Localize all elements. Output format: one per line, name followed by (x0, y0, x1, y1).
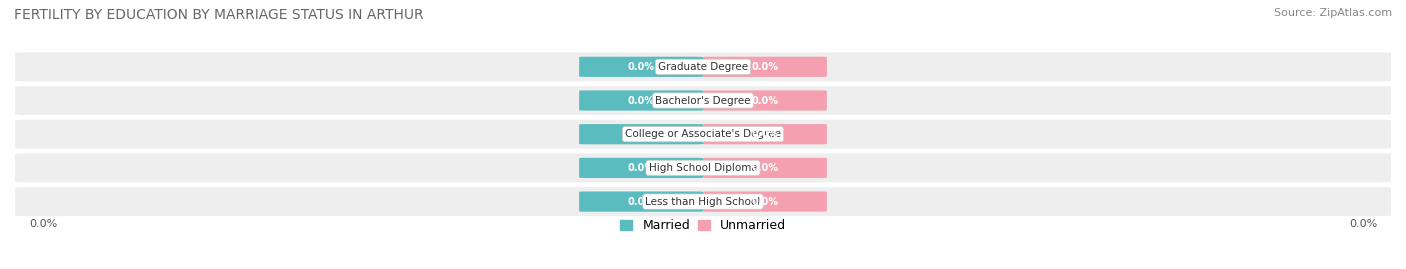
FancyBboxPatch shape (703, 57, 827, 77)
FancyBboxPatch shape (15, 120, 1391, 149)
Text: 0.0%: 0.0% (751, 163, 779, 173)
Text: Less than High School: Less than High School (645, 197, 761, 207)
Text: 0.0%: 0.0% (751, 62, 779, 72)
FancyBboxPatch shape (579, 192, 703, 212)
Text: 0.0%: 0.0% (627, 197, 655, 207)
Text: 0.0%: 0.0% (627, 129, 655, 139)
FancyBboxPatch shape (579, 124, 703, 144)
Text: Source: ZipAtlas.com: Source: ZipAtlas.com (1274, 8, 1392, 18)
Text: High School Diploma: High School Diploma (648, 163, 758, 173)
Text: 0.0%: 0.0% (28, 219, 58, 229)
FancyBboxPatch shape (703, 192, 827, 212)
Text: Graduate Degree: Graduate Degree (658, 62, 748, 72)
Text: College or Associate's Degree: College or Associate's Degree (626, 129, 780, 139)
Text: Bachelor's Degree: Bachelor's Degree (655, 95, 751, 105)
Text: 0.0%: 0.0% (751, 95, 779, 105)
Text: 0.0%: 0.0% (751, 129, 779, 139)
Legend: Married, Unmarried: Married, Unmarried (614, 214, 792, 238)
FancyBboxPatch shape (703, 124, 827, 144)
Text: 0.0%: 0.0% (627, 62, 655, 72)
Text: FERTILITY BY EDUCATION BY MARRIAGE STATUS IN ARTHUR: FERTILITY BY EDUCATION BY MARRIAGE STATU… (14, 8, 423, 22)
Text: 0.0%: 0.0% (1348, 219, 1378, 229)
Text: 0.0%: 0.0% (751, 197, 779, 207)
FancyBboxPatch shape (579, 158, 703, 178)
FancyBboxPatch shape (15, 153, 1391, 182)
Text: 0.0%: 0.0% (627, 95, 655, 105)
FancyBboxPatch shape (15, 187, 1391, 216)
FancyBboxPatch shape (579, 90, 703, 111)
FancyBboxPatch shape (15, 86, 1391, 115)
FancyBboxPatch shape (579, 57, 703, 77)
FancyBboxPatch shape (703, 158, 827, 178)
FancyBboxPatch shape (703, 90, 827, 111)
Text: 0.0%: 0.0% (627, 163, 655, 173)
FancyBboxPatch shape (15, 52, 1391, 81)
